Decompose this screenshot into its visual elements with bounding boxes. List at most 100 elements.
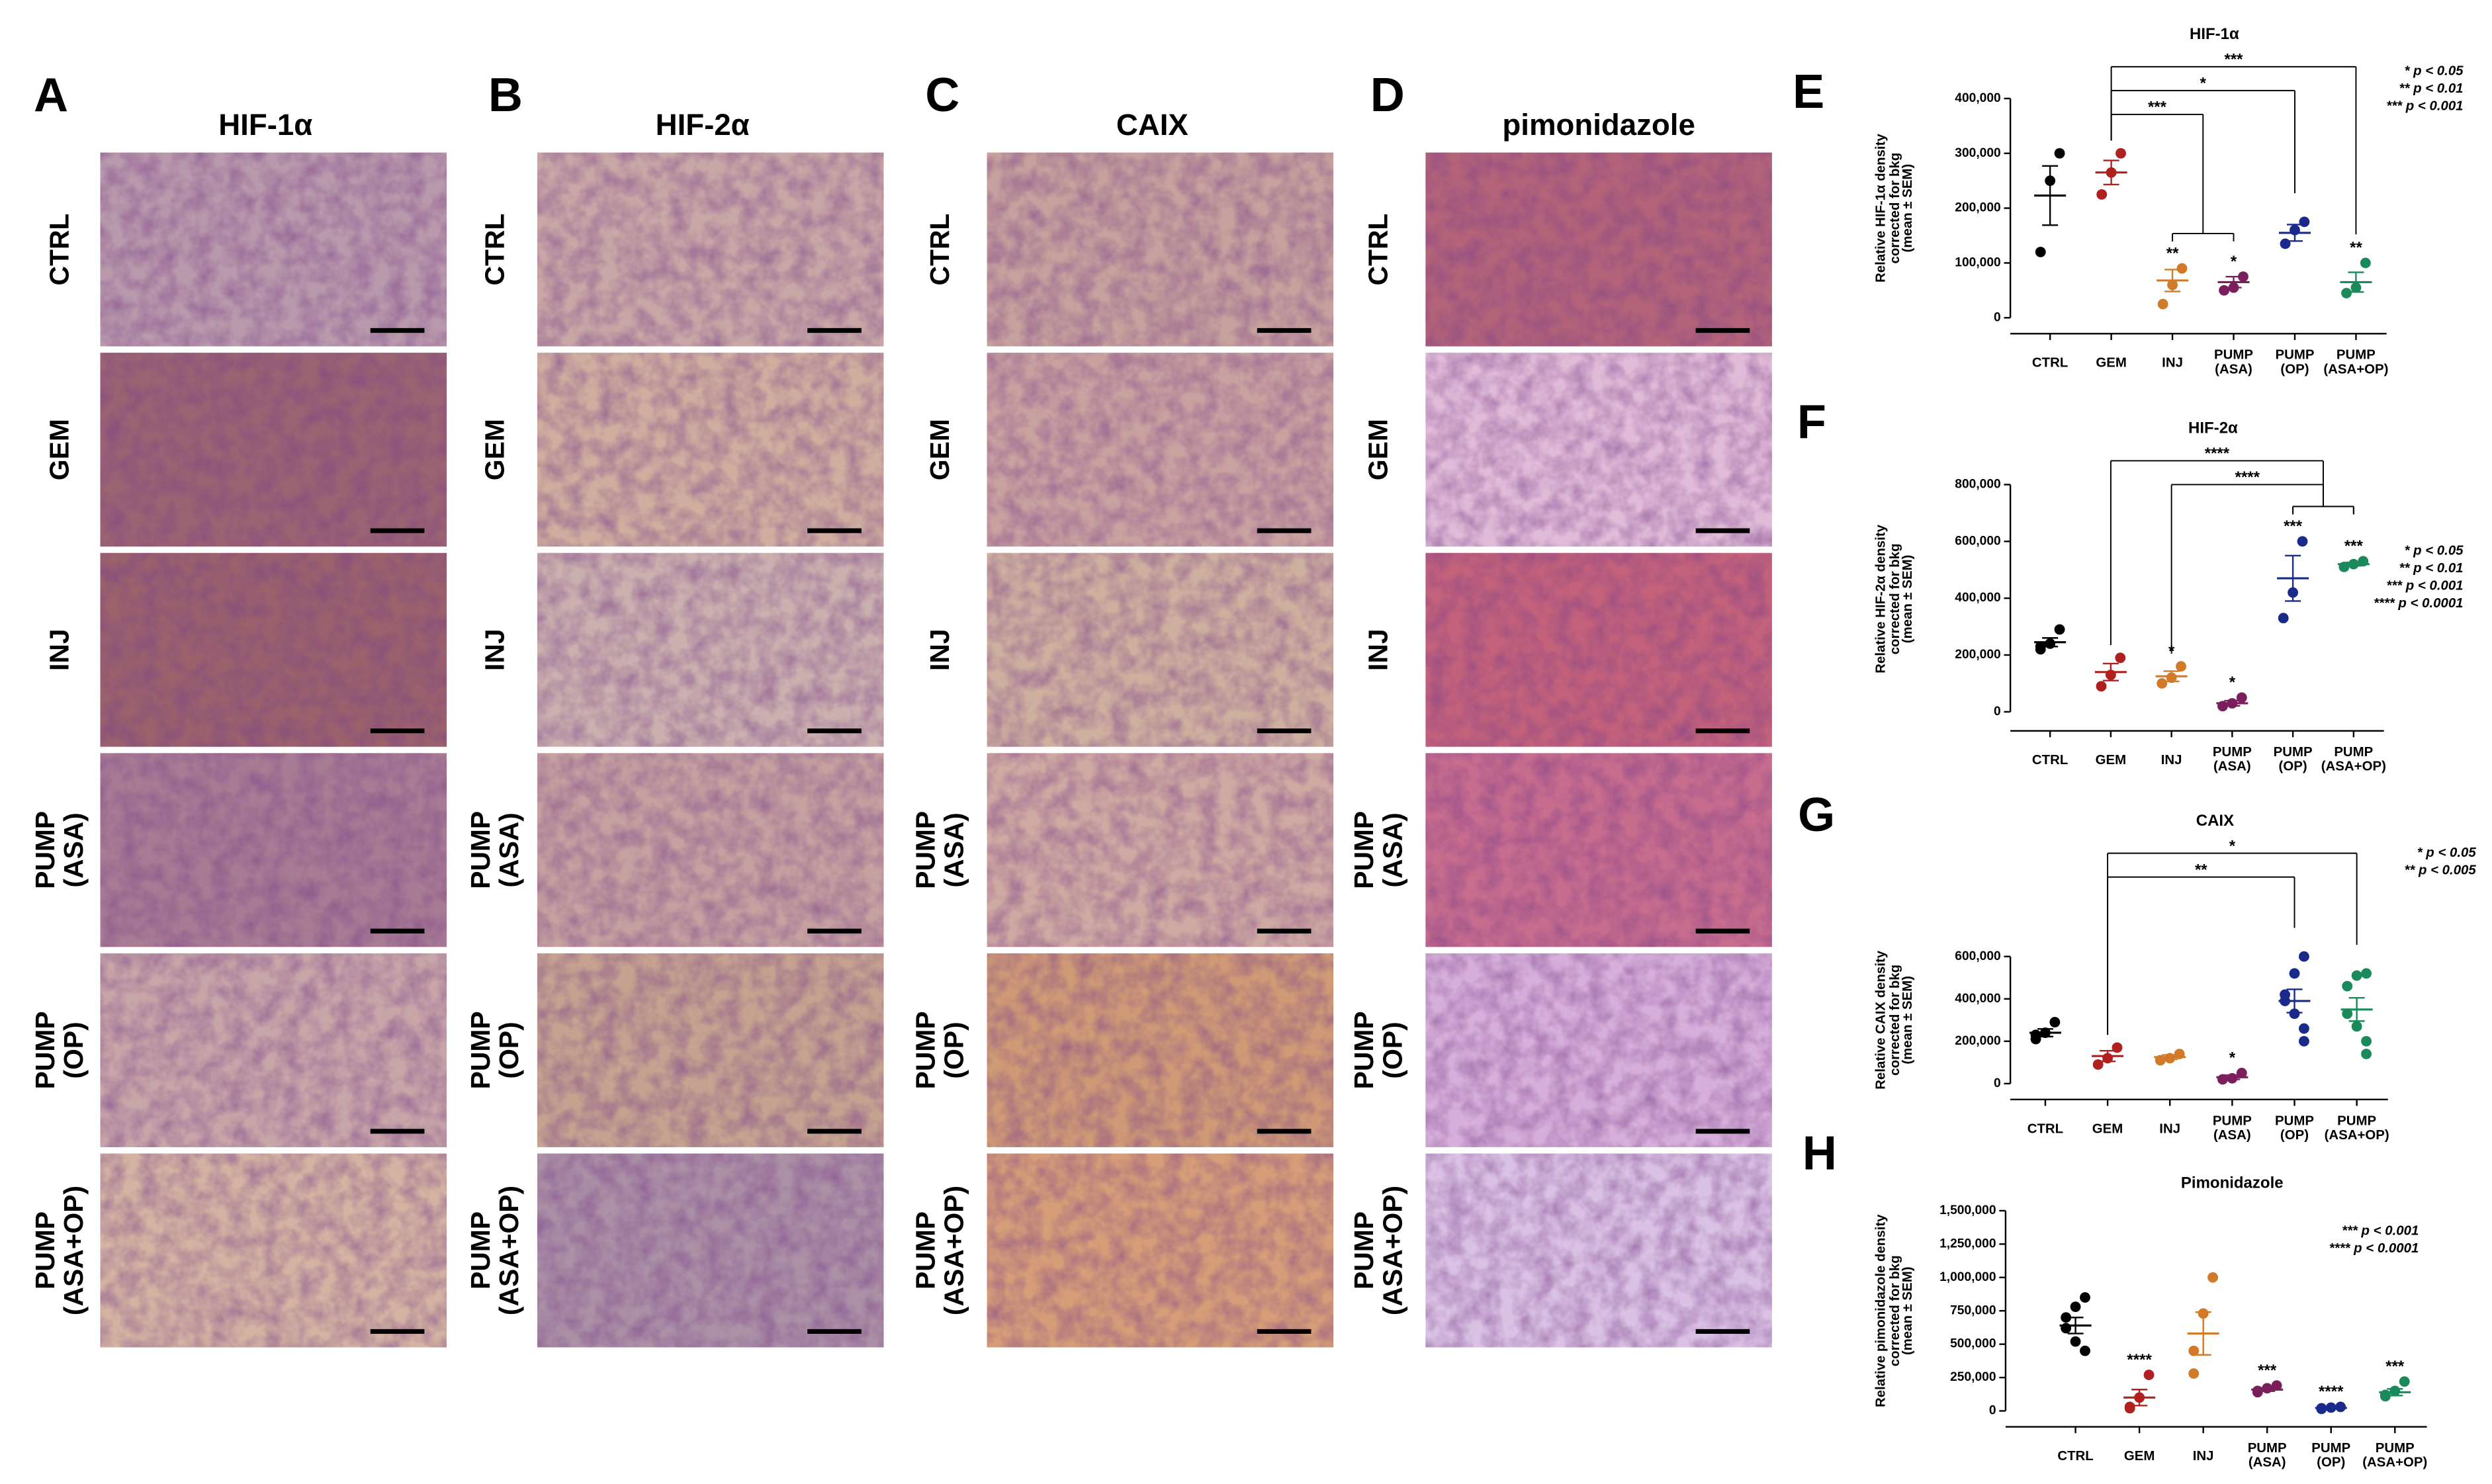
row-label-box: GEM bbox=[1363, 419, 1394, 481]
x-tick-label: PUMP (ASA+OP) bbox=[2324, 1112, 2389, 1143]
x-tick-label: INJ bbox=[2192, 1446, 2214, 1463]
row-label: PUMP (ASA) bbox=[466, 810, 525, 889]
y-tick-label: 0 bbox=[1994, 705, 2001, 719]
data-point bbox=[2360, 257, 2371, 269]
x-tick-label-box: GEM bbox=[2123, 1446, 2155, 1463]
x-tick-label-box: INJ bbox=[2159, 1119, 2181, 1135]
micrograph-texture bbox=[537, 1153, 884, 1348]
data-point bbox=[2188, 1368, 2200, 1379]
data-point bbox=[2176, 661, 2186, 672]
row-label: CTRL bbox=[480, 213, 511, 286]
data-point bbox=[2238, 271, 2248, 283]
data-point bbox=[2096, 189, 2108, 200]
row-label-box: INJ bbox=[925, 629, 956, 671]
x-tick-label: PUMP (OP) bbox=[2273, 744, 2313, 774]
row-label: GEM bbox=[1363, 419, 1394, 481]
x-tick-label: INJ bbox=[2162, 353, 2183, 370]
micrograph-texture bbox=[987, 353, 1334, 547]
data-point bbox=[2341, 288, 2352, 298]
row-label: CTRL bbox=[1363, 213, 1394, 286]
x-tick-label-box: CTRL bbox=[2032, 752, 2068, 765]
row-label-box: PUMP (OP) bbox=[30, 1011, 89, 1090]
x-tick-label-box: PUMP (ASA+OP) bbox=[2323, 346, 2389, 377]
x-tick-label: PUMP (ASA) bbox=[2212, 1112, 2252, 1143]
x-tick-label: PUMP (ASA) bbox=[2247, 1439, 2287, 1470]
row-label: CTRL bbox=[925, 213, 956, 286]
x-tick-label-box: PUMP (ASA+OP) bbox=[2321, 744, 2386, 774]
y-axis-label: Relative pimonidazole density corrected … bbox=[1871, 1214, 1916, 1408]
micrograph-texture bbox=[987, 552, 1334, 747]
row-label: PUMP (ASA+OP) bbox=[466, 1185, 525, 1316]
x-tick-label-box: PUMP (ASA) bbox=[2247, 1439, 2287, 1470]
significance-key: * p < 0.05 bbox=[2404, 64, 2464, 78]
x-tick-label: PUMP (OP) bbox=[2275, 346, 2315, 377]
panel-letter: C bbox=[925, 69, 959, 122]
x-tick-label: CTRL bbox=[2057, 1446, 2094, 1463]
x-tick-label: PUMP (ASA+OP) bbox=[2323, 346, 2389, 377]
y-tick-label: 0 bbox=[1994, 310, 2001, 324]
row-label: PUMP (OP) bbox=[911, 1011, 970, 1090]
data-point bbox=[2298, 1035, 2309, 1047]
x-tick-label-box: GEM bbox=[2092, 1120, 2123, 1134]
bracket-label: ** bbox=[2195, 861, 2207, 879]
x-tick-label-box: PUMP (OP) bbox=[2275, 1113, 2314, 1142]
row-label: GEM bbox=[44, 419, 75, 481]
y-tick-label: 400,000 bbox=[1955, 992, 2000, 1006]
y-axis-label-box: Relative HIF-1α density corrected for bk… bbox=[1871, 134, 1916, 283]
y-tick-label: 200,000 bbox=[1955, 201, 2000, 215]
data-point bbox=[2049, 1017, 2061, 1027]
data-point bbox=[2188, 1345, 2200, 1356]
row-label: PUMP (ASA) bbox=[1349, 810, 1408, 889]
row-label: PUMP (OP) bbox=[30, 1011, 89, 1090]
data-point bbox=[2297, 536, 2308, 547]
y-axis-label: Relative HIF-2α density corrected for bk… bbox=[1871, 523, 1916, 673]
x-tick-label: INJ bbox=[2159, 1119, 2181, 1135]
x-tick-label: PUMP (ASA) bbox=[2212, 744, 2252, 774]
data-point bbox=[2061, 1312, 2072, 1323]
data-point bbox=[2035, 246, 2046, 257]
row-label-box: PUMP (ASA) bbox=[30, 811, 89, 889]
data-point bbox=[2361, 968, 2372, 979]
significance-star: *** bbox=[2385, 1358, 2405, 1375]
data-point bbox=[2219, 284, 2230, 296]
y-axis-label-box: Relative HIF-2α density corrected for bk… bbox=[1871, 523, 1916, 673]
y-tick-label: 600,000 bbox=[1955, 534, 2000, 548]
y-tick-label: 1,250,000 bbox=[1939, 1237, 1996, 1250]
x-tick-label: GEM bbox=[2123, 1446, 2155, 1463]
row-label: PUMP (OP) bbox=[466, 1011, 525, 1090]
x-tick-label-box: CTRL bbox=[2027, 1120, 2063, 1134]
data-point bbox=[2335, 1401, 2346, 1413]
y-tick-label: 200,000 bbox=[1955, 1034, 2000, 1048]
micrograph-texture bbox=[100, 953, 447, 1147]
row-label-box: PUMP (ASA) bbox=[466, 810, 525, 889]
micrograph-texture bbox=[537, 753, 884, 947]
micrograph-texture bbox=[537, 552, 884, 747]
row-label: PUMP (ASA+OP) bbox=[1349, 1185, 1408, 1316]
x-tick-label-box: PUMP (OP) bbox=[2275, 346, 2315, 377]
micrograph-texture bbox=[1425, 552, 1772, 747]
row-label: INJ bbox=[925, 629, 956, 671]
micrograph-texture bbox=[100, 1153, 447, 1348]
x-tick-label-box: CTRL bbox=[2057, 1446, 2094, 1463]
significance-star: *** bbox=[2284, 517, 2303, 535]
significance-key: ** p < 0.01 bbox=[2399, 81, 2464, 96]
data-point bbox=[2351, 1021, 2362, 1032]
significance-key: **** p < 0.0001 bbox=[2329, 1241, 2419, 1256]
panel-letter: G bbox=[1798, 789, 1835, 842]
micrograph-texture bbox=[100, 753, 447, 947]
row-label: GEM bbox=[480, 419, 511, 481]
data-point bbox=[2157, 298, 2168, 310]
x-tick-label-box: PUMP (OP) bbox=[2273, 744, 2313, 774]
x-tick-label: PUMP (ASA+OP) bbox=[2362, 1439, 2428, 1470]
data-point bbox=[2124, 1403, 2135, 1414]
significance-key: *** p < 0.001 bbox=[2386, 99, 2463, 113]
micrograph-texture bbox=[1425, 953, 1772, 1147]
x-tick-label: GEM bbox=[2096, 353, 2127, 370]
x-tick-label-box: PUMP (ASA) bbox=[2214, 347, 2253, 376]
row-label-box: PUMP (ASA+OP) bbox=[466, 1185, 525, 1316]
x-tick-label: PUMP (ASA+OP) bbox=[2321, 744, 2386, 774]
x-tick-label-box: PUMP (ASA+OP) bbox=[2324, 1112, 2389, 1143]
data-point bbox=[2096, 681, 2107, 692]
micrograph-texture bbox=[100, 152, 447, 347]
